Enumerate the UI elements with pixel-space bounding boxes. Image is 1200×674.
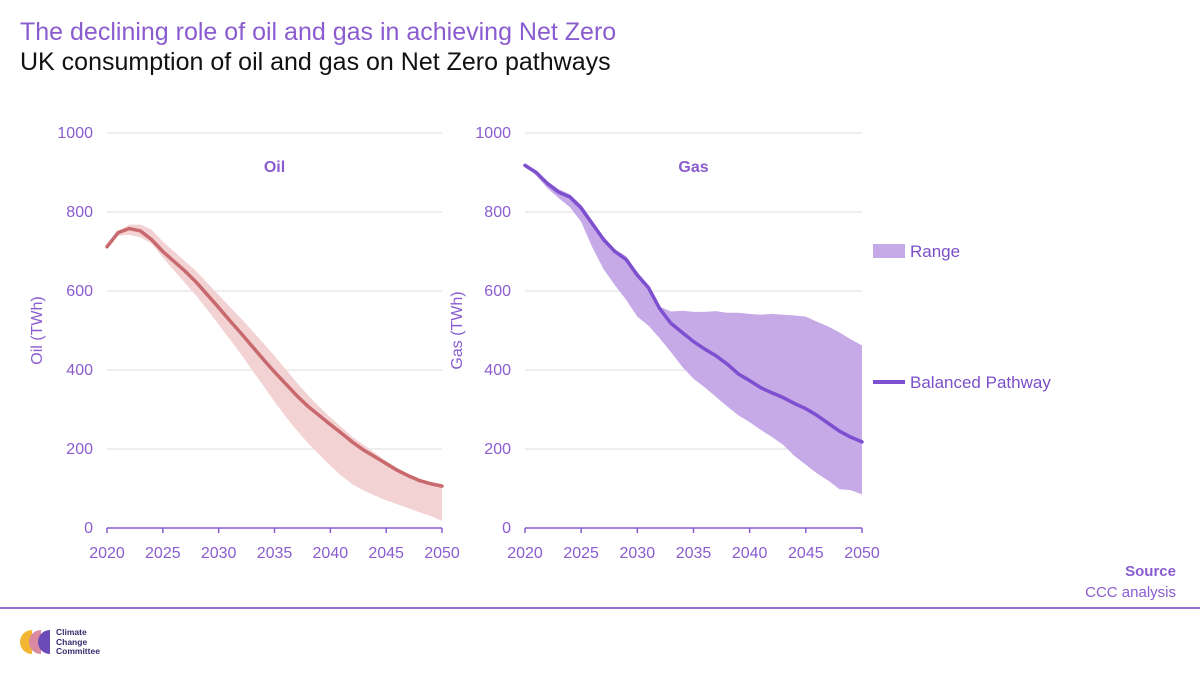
legend-range-swatch <box>873 244 905 258</box>
gas-x-tick-label: 2035 <box>676 545 712 562</box>
oil-panel-title: Oil <box>264 159 285 176</box>
oil-x-tick-label: 2035 <box>257 545 293 562</box>
gas-y-tick-label: 0 <box>502 520 511 537</box>
gas-range-band <box>525 165 862 495</box>
gas-x-tick-label: 2050 <box>844 545 880 562</box>
oil-x-tick-label: 2045 <box>368 545 404 562</box>
ccc-logo-mark-icon <box>20 630 50 654</box>
gas-x-tick-label: 2025 <box>563 545 599 562</box>
gas-panel-title: Gas <box>678 159 708 176</box>
gas-x-tick-label: 2030 <box>620 545 656 562</box>
chart-subtitle: UK consumption of oil and gas on Net Zer… <box>20 48 611 76</box>
gas-chart: 0 200 400 600 800 1000 2020 2025 2030 2035 2040 204… <box>449 125 880 562</box>
oil-y-tick-label: 1000 <box>57 125 93 142</box>
gas-y-tick-label: 1000 <box>475 125 511 142</box>
gas-y-tick-label: 200 <box>484 441 511 458</box>
oil-x-tick-label: 2040 <box>313 545 349 562</box>
oil-y-tick-label: 800 <box>66 204 93 221</box>
legend-pathway-label: Balanced Pathway <box>910 373 1051 392</box>
oil-x-tick-label: 2025 <box>145 545 181 562</box>
oil-y-axis-label: Oil (TWh) <box>29 296 46 364</box>
logo-line-1: Climate <box>56 627 87 637</box>
gas-x-tick-label: 2040 <box>732 545 768 562</box>
oil-x-tick-label: 2050 <box>424 545 460 562</box>
source-heading: Source <box>1125 563 1176 580</box>
source-text: CCC analysis <box>1085 584 1176 601</box>
oil-y-tick-label: 200 <box>66 441 93 458</box>
oil-chart: 0 200 400 600 800 1000 2020 2025 2030 2035 2040 204… <box>29 125 460 562</box>
gas-x-tick-label: 2045 <box>788 545 824 562</box>
gas-y-tick-label: 400 <box>484 362 511 379</box>
gas-series-line <box>523 163 864 444</box>
oil-series-line <box>105 226 444 488</box>
logo-line-3: Committee <box>56 646 100 656</box>
legend-range-label: Range <box>910 242 960 261</box>
oil-y-tick-label: 400 <box>66 362 93 379</box>
oil-x-tick-label: 2020 <box>89 545 125 562</box>
footer-divider <box>0 607 1200 609</box>
oil-y-tick-label: 0 <box>84 520 93 537</box>
legend: Range Balanced Pathway <box>873 242 1051 392</box>
gas-x-tick-label: 2020 <box>507 545 543 562</box>
gas-y-axis-label: Gas (TWh) <box>449 291 466 369</box>
gas-y-tick-label: 800 <box>484 204 511 221</box>
oil-y-tick-label: 600 <box>66 283 93 300</box>
chart-title: The declining role of oil and gas in ach… <box>20 18 617 46</box>
oil-x-tick-label: 2030 <box>201 545 237 562</box>
ccc-logo-text: Climate Change Committee <box>56 627 100 657</box>
ccc-logo: Climate Change Committee <box>20 627 140 658</box>
logo-line-2: Change <box>56 636 88 647</box>
gas-y-tick-label: 600 <box>484 283 511 300</box>
